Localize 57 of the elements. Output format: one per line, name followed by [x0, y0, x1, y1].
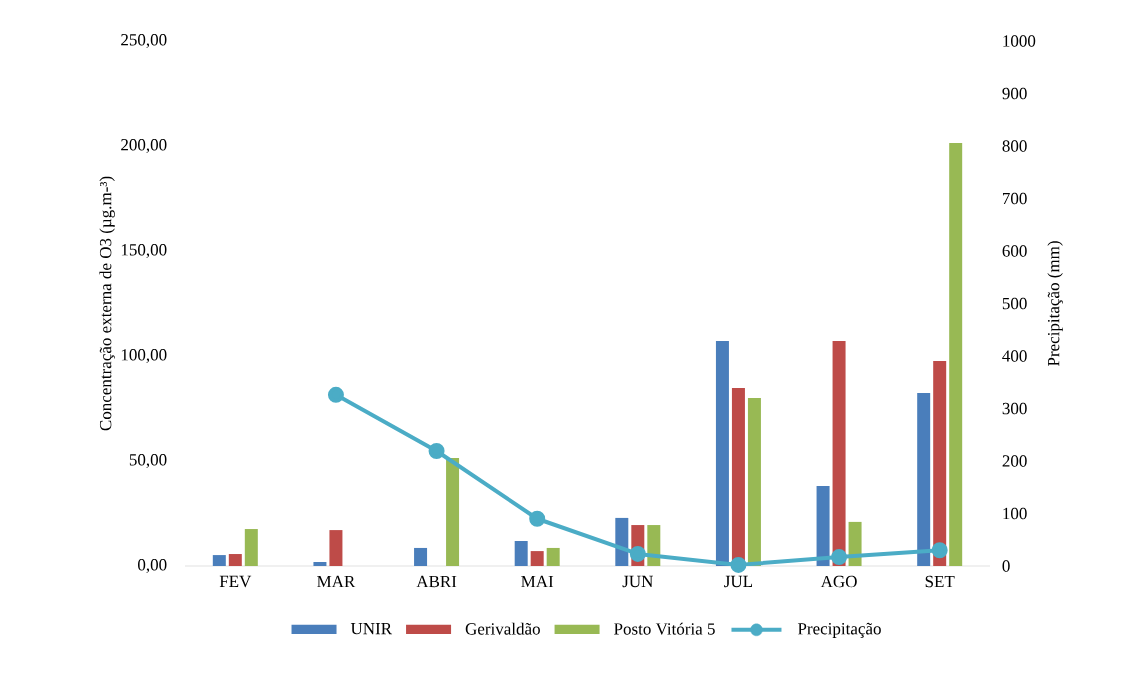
y-tick-label: 200,00: [121, 139, 167, 153]
bar: [848, 521, 862, 566]
bar: [514, 541, 528, 566]
y2-axis-title: Precipitação (mm): [1047, 241, 1063, 367]
bar: [933, 361, 947, 566]
point: [529, 510, 546, 527]
y-tick-label: 250,00: [121, 34, 167, 48]
x-tick-label: JUL: [724, 575, 753, 588]
x-tick-label: FEV: [219, 575, 252, 588]
y2-tick-label: 800: [1002, 140, 1027, 152]
x-tick-label: MAR: [317, 575, 356, 588]
y2-tick-label: 700: [1002, 192, 1027, 205]
y-axis-title: Concentração externa de O3 (µg.m-³): [99, 176, 115, 431]
point: [629, 545, 646, 562]
x-tick-label: JUN: [622, 575, 654, 588]
bar: [546, 547, 560, 566]
y2-tick-label: 1000: [1003, 35, 1036, 47]
bar: [244, 529, 258, 566]
y-tick-label: 150,00: [121, 244, 167, 258]
legend-label: Gerivaldão: [465, 622, 540, 635]
point: [931, 542, 948, 559]
bar: [615, 517, 629, 566]
bar: [816, 485, 830, 566]
x-tick-label: MAI: [521, 575, 554, 588]
legend-label: Posto Vitória 5: [614, 622, 715, 635]
legend-label: UNIR: [350, 623, 393, 635]
bar: [715, 341, 729, 566]
y2-tick-label: 600: [1002, 245, 1027, 257]
bar: [747, 398, 761, 566]
y-tick-label: 0,00: [138, 559, 167, 573]
y2-tick-label: 100: [1003, 507, 1027, 520]
x-tick-label: AGO: [820, 575, 857, 588]
legend-label: Precipitação: [797, 622, 881, 638]
y2-tick-label: 400: [1002, 350, 1027, 362]
bar: [313, 562, 327, 566]
bar: [832, 341, 846, 566]
bar: [329, 530, 343, 566]
y2-tick-label: 200: [1002, 455, 1027, 467]
y2-tick-label: 0: [1002, 560, 1010, 572]
y2-tick-label: 900: [1002, 87, 1027, 100]
bar: [446, 458, 460, 566]
y-tick-label: 100,00: [121, 349, 167, 363]
x-tick-label: SET: [925, 575, 955, 588]
y2-tick-label: 300: [1002, 402, 1027, 415]
point: [831, 549, 848, 566]
bar: [949, 143, 963, 566]
bar: [212, 555, 226, 566]
bar: [530, 551, 544, 566]
bar: [917, 392, 931, 566]
point: [327, 386, 344, 403]
point: [730, 556, 747, 573]
point: [428, 443, 445, 460]
bar: [414, 547, 428, 566]
y-tick-label: 50,00: [129, 454, 167, 468]
bar: [228, 554, 242, 566]
x-tick-label: ABRI: [416, 575, 457, 588]
y2-tick-label: 500: [1002, 297, 1027, 310]
